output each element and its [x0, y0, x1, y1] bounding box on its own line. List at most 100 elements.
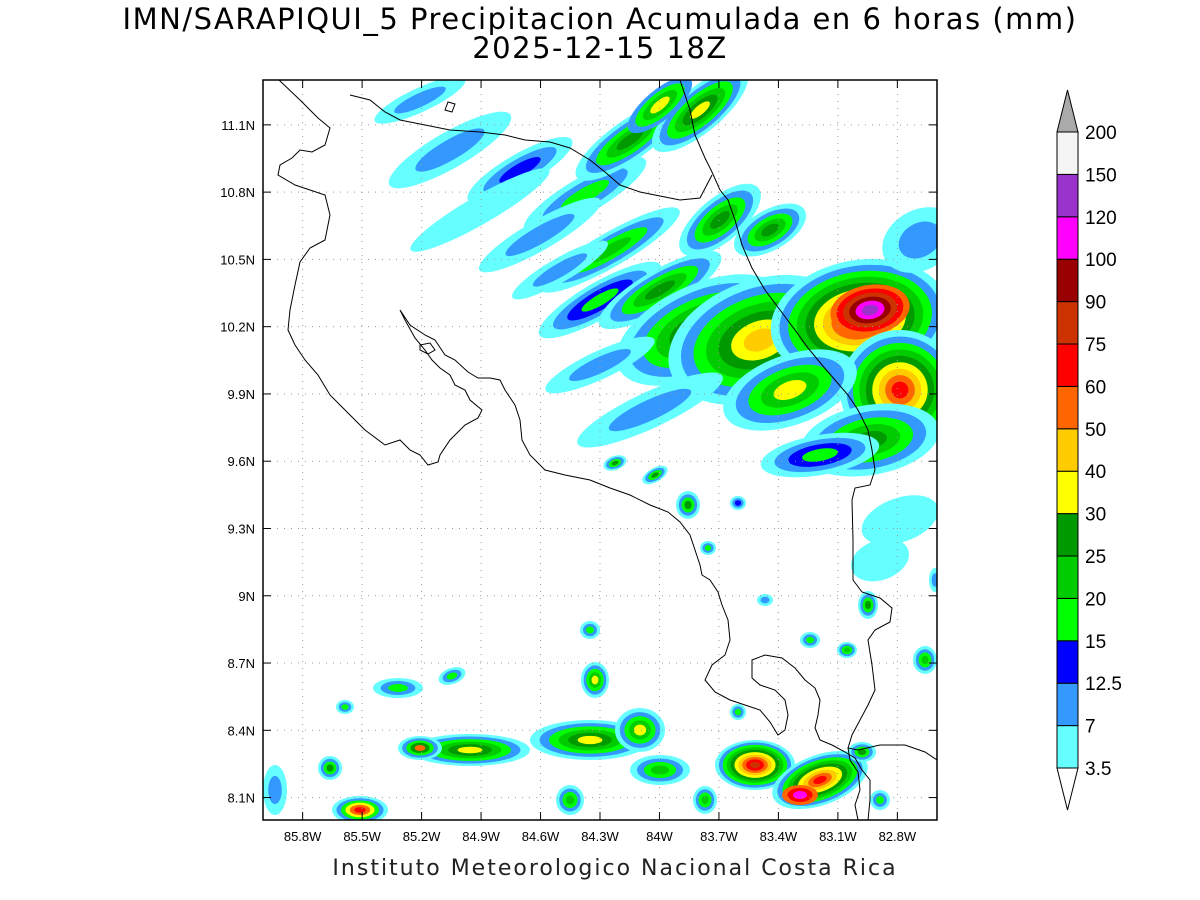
precip-cell [806, 636, 814, 644]
legend-label: 90 [1085, 293, 1106, 314]
lon-tick-label: 84.3W [581, 829, 619, 844]
legend-swatch [1056, 343, 1079, 387]
lat-tick-label: 8.7N [228, 656, 255, 671]
lat-tick-label: 8.1N [228, 791, 255, 806]
precip-cell [394, 86, 446, 114]
precip-cell [268, 775, 282, 805]
legend-label: 3.5 [1085, 759, 1111, 780]
precip-cell [864, 600, 872, 610]
legend-arrow-bottom [1056, 767, 1079, 811]
lake-shore [444, 101, 456, 113]
legend-label: 100 [1085, 250, 1117, 271]
lon-tick-label: 83.1W [819, 829, 857, 844]
footer-institution: Instituto Meteorologico Nacional Costa R… [332, 856, 898, 881]
legend-swatch [1056, 131, 1079, 175]
precip-cell [388, 684, 408, 692]
precip-cell [709, 211, 731, 229]
precip-cell [608, 388, 692, 432]
lon-tick-label: 84.9W [462, 829, 500, 844]
lon-tick-label: 84W [646, 829, 673, 844]
title-line-2: 2025-12-15 18Z [472, 31, 728, 65]
precip-cell [861, 495, 937, 545]
precip-cell [586, 626, 594, 634]
precip-cell [341, 704, 349, 710]
legend-swatch [1056, 173, 1079, 218]
legend-arrow-top [1056, 89, 1079, 133]
precip-cell [560, 179, 610, 211]
lon-tick-label: 83.4W [760, 829, 798, 844]
legend-label: 60 [1085, 377, 1106, 398]
map-axes: 85.8W 85.5W 85.2W 84.9W 84.6W 84.3W 84W 83.7W 83… [220, 80, 937, 844]
lat-tick-label: 9.6N [228, 454, 255, 469]
precip-cell [734, 708, 742, 716]
island [419, 342, 436, 355]
legend-swatch [1056, 555, 1079, 599]
precip-cell [921, 655, 929, 665]
precip-cell [581, 288, 619, 312]
title-line-1: IMN/SARAPIQUI_5 Precipitacion Acumulada … [122, 2, 1078, 36]
precip-cell [931, 573, 937, 587]
precip-cell [354, 807, 366, 813]
lat-tick-label: 11.1N [221, 118, 255, 133]
legend-label: 7 [1085, 717, 1096, 738]
precip-cell [761, 223, 779, 237]
precip-cell [813, 775, 827, 785]
precip-cell [857, 748, 867, 756]
precip-cell [591, 675, 599, 685]
precip-cell [861, 304, 879, 316]
precip-cell [684, 500, 692, 510]
precip-cell [499, 156, 541, 184]
lat-tick-label: 10.8N [220, 185, 255, 200]
legend-swatch [1056, 682, 1079, 727]
precip-cell [505, 213, 575, 257]
precip-cell [633, 724, 647, 736]
precip-cell [898, 221, 937, 259]
legend-label: 15 [1085, 632, 1106, 653]
legend-swatch [1056, 470, 1079, 515]
lat-tick-label: 10.5N [220, 252, 255, 267]
pacific-coastline [277, 80, 871, 820]
legend-label: 20 [1085, 589, 1106, 610]
legend-label: 40 [1085, 462, 1106, 483]
precip-cell [734, 500, 742, 506]
legend-swatch [1056, 258, 1079, 303]
precip-cell [743, 328, 777, 352]
legend-label: 30 [1085, 505, 1106, 526]
legend-label: 200 [1085, 123, 1117, 144]
precip-cell [577, 735, 603, 745]
precip-cell [690, 101, 710, 119]
precip-cell [616, 130, 644, 150]
lat-tick-label: 8.4N [228, 723, 255, 738]
precip-cell [326, 764, 334, 772]
legend-label: 50 [1085, 420, 1106, 441]
lat-tick-label: 9.3N [228, 521, 255, 536]
precip-cell [760, 596, 770, 604]
lat-tick-label: 9N [238, 589, 255, 604]
precip-cell [410, 168, 550, 252]
precip-cell [802, 448, 838, 462]
legend-swatch [1056, 216, 1079, 260]
precip-cell [891, 381, 909, 399]
lon-tick-label: 85.8W [284, 829, 322, 844]
legend-label: 150 [1085, 165, 1117, 186]
precip-cell [651, 472, 659, 478]
precip-cell [644, 280, 676, 300]
legend-swatch [1056, 301, 1079, 345]
nicaragua-border [349, 94, 713, 201]
legend-swatch [1056, 513, 1079, 557]
precip-cell [701, 795, 709, 805]
graticule [263, 80, 937, 820]
precip-cell [843, 647, 851, 653]
legend-swatch [1056, 385, 1079, 430]
precip-cell [704, 545, 712, 551]
legend-label: 120 [1085, 208, 1117, 229]
precip-cell [569, 348, 631, 382]
lat-tick-label: 10.2N [220, 320, 255, 335]
legend-swatch [1056, 597, 1079, 642]
color-legend: 3.5 7 12.5 15 20 25 30 40 50 60 75 90 100 120 150 200 [1056, 89, 1122, 811]
legend-label: 75 [1085, 335, 1106, 356]
precip-cell [650, 96, 670, 114]
precip-cell [415, 128, 485, 172]
